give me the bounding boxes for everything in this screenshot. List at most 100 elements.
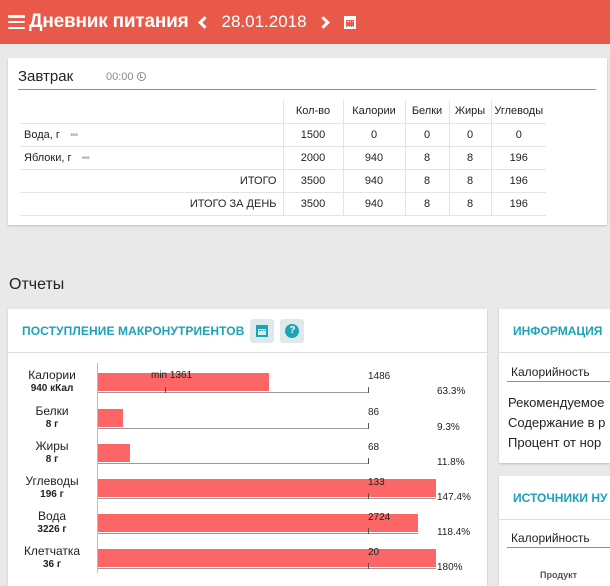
- clock-icon: [136, 72, 146, 81]
- chart-row-label: Вода 3226 г: [8, 510, 96, 536]
- food-name[interactable]: Вода, г: [24, 128, 60, 141]
- chart-row: Калории 940 кКал 1486 min 1361 63.3%: [8, 369, 487, 403]
- macronutrients-title: ПОСТУПЛЕНИЕ МАКРОНУТРИЕНТОВ: [22, 323, 245, 338]
- total-cell: 8: [404, 169, 449, 193]
- nutrient-amount: 8 г: [45, 454, 59, 465]
- table-cell: 0: [342, 123, 405, 147]
- norm-value-label: 2724: [368, 512, 391, 523]
- table-cell: 8: [404, 146, 449, 170]
- more-options-icon[interactable]: •••: [81, 152, 90, 164]
- column-header: Кол-во: [282, 100, 343, 124]
- norm-value-label: 1486: [368, 371, 391, 382]
- norm-line: [98, 533, 418, 534]
- calendar-icon[interactable]: [343, 15, 356, 29]
- nutrient-amount: 196 г: [40, 489, 64, 500]
- chart-bar[interactable]: [98, 444, 130, 462]
- reports-heading: Отчеты: [9, 276, 65, 293]
- day-total-row: ИТОГО ЗА ДЕНЬ 3500 940 8 8 196: [20, 192, 546, 216]
- table-cell: 8: [448, 146, 491, 170]
- meal-table: Кол-во Калории Белки Жиры Углеводы Вода,…: [20, 100, 546, 216]
- nutrient-name: Жиры: [35, 439, 69, 453]
- info-line: Содержание в р: [508, 415, 606, 430]
- nutrient-amount: 36 г: [42, 559, 62, 570]
- current-date[interactable]: 28.01.2018: [221, 12, 307, 31]
- macronutrients-chart: Калории 940 кКал 1486 min 1361 63.3% Белки 8 г…: [8, 361, 487, 586]
- calendar-button[interactable]: [250, 318, 275, 343]
- product-column-label: Продукт: [540, 570, 578, 580]
- more-options-icon[interactable]: •••: [69, 129, 78, 141]
- table-header-row: Кол-во Калории Белки Жиры Углеводы: [20, 100, 546, 124]
- percent-label: 118.4%: [437, 527, 471, 538]
- chart-row-label: Углеводы 196 г: [8, 475, 96, 501]
- food-name-cell: Вода, г •••: [20, 123, 283, 147]
- norm-line: [98, 568, 436, 569]
- percent-label: 9.3%: [437, 422, 460, 433]
- nutrient-name: Белки: [35, 404, 69, 418]
- day-total-label: ИТОГО ЗА ДЕНЬ: [20, 192, 283, 216]
- help-icon: ?: [285, 323, 300, 338]
- norm-value-label: 68: [368, 442, 380, 453]
- info-line: Рекомендуемое: [508, 395, 605, 410]
- help-button[interactable]: ?: [280, 318, 305, 343]
- info-line: Процент от нор: [508, 435, 602, 450]
- chart-row: Углеводы 196 г 133 147.4%: [8, 475, 487, 509]
- chart-bar[interactable]: [98, 549, 436, 567]
- day-total-cell: 8: [448, 192, 491, 216]
- day-total-cell: 3500: [282, 192, 343, 216]
- meal-name[interactable]: Завтрак: [18, 68, 74, 85]
- min-tick: [165, 387, 167, 393]
- macronutrients-card: ПОСТУПЛЕНИЕ МАКРОНУТРИЕНТОВ ? Калории 940…: [8, 309, 487, 586]
- table-cell: 0: [490, 123, 546, 147]
- chart-bar[interactable]: [98, 373, 269, 391]
- column-header: Калории: [342, 100, 405, 124]
- chart-bar[interactable]: [98, 479, 436, 497]
- menu-icon[interactable]: [8, 15, 25, 29]
- norm-line: [98, 428, 368, 429]
- chart-row-label: Клетчатка 36 г: [8, 545, 96, 571]
- app-title: Дневник питания: [29, 11, 189, 32]
- info-header: ИНФОРМАЦИЯ: [499, 309, 610, 353]
- chart-bar[interactable]: [98, 409, 124, 427]
- table-row: Яблоки, г ••• 2000 940 8 8 196: [20, 146, 546, 170]
- table-cell[interactable]: 2000: [282, 146, 343, 170]
- calendar-icon: [256, 324, 269, 337]
- info-card: ИНФОРМАЦИЯ Калорийность Рекомендуемое Со…: [499, 309, 610, 463]
- total-row: ИТОГО 3500 940 8 8 196: [20, 169, 546, 193]
- norm-value-label: 133: [368, 477, 385, 488]
- norm-tick: [368, 458, 369, 464]
- table-cell: 0: [448, 123, 491, 147]
- norm-value-label: 86: [368, 407, 380, 418]
- info-title: ИНФОРМАЦИЯ: [513, 324, 603, 338]
- nutrient-amount: 3226 г: [37, 524, 67, 535]
- table-row: Вода, г ••• 1500 0 0 0 0: [20, 123, 546, 147]
- food-name[interactable]: Яблоки, г: [24, 151, 72, 164]
- chart-bar[interactable]: [98, 514, 418, 532]
- nutrient-amount: 940 кКал: [30, 383, 74, 394]
- sources-title: ИСТОЧНИКИ НУ: [513, 491, 608, 505]
- chart-row: Вода 3226 г 2724 118.4%: [8, 510, 487, 544]
- norm-line: [98, 392, 368, 393]
- nutrient-amount: 8 г: [45, 419, 59, 430]
- day-total-cell: 196: [490, 192, 546, 216]
- table-cell: 196: [490, 146, 546, 170]
- total-cell: 8: [448, 169, 491, 193]
- macronutrients-header: ПОСТУПЛЕНИЕ МАКРОНУТРИЕНТОВ ?: [8, 309, 487, 353]
- norm-tick: [368, 387, 369, 393]
- chevron-left-icon[interactable]: [198, 15, 212, 29]
- info-subheading: Калорийность: [507, 365, 610, 382]
- sources-subheading: Калорийность: [507, 531, 610, 548]
- total-cell: 196: [490, 169, 546, 193]
- total-cell: 3500: [282, 169, 343, 193]
- norm-value-label: 20: [368, 547, 380, 558]
- chevron-right-icon[interactable]: [316, 15, 330, 29]
- norm-line: [98, 463, 368, 464]
- meal-header: Завтрак 00:00: [18, 64, 596, 90]
- total-label: ИТОГО: [20, 169, 283, 193]
- sources-card: ИСТОЧНИКИ НУ Калорийность Продукт: [499, 476, 610, 586]
- meal-time[interactable]: 00:00: [106, 70, 134, 83]
- percent-label: 147.4%: [437, 492, 471, 503]
- chart-row: Жиры 8 г 68 11.8%: [8, 440, 487, 474]
- top-bar: Дневник питания 28.01.2018: [0, 0, 610, 44]
- chart-row-label: Белки 8 г: [8, 405, 96, 431]
- table-cell[interactable]: 1500: [282, 123, 343, 147]
